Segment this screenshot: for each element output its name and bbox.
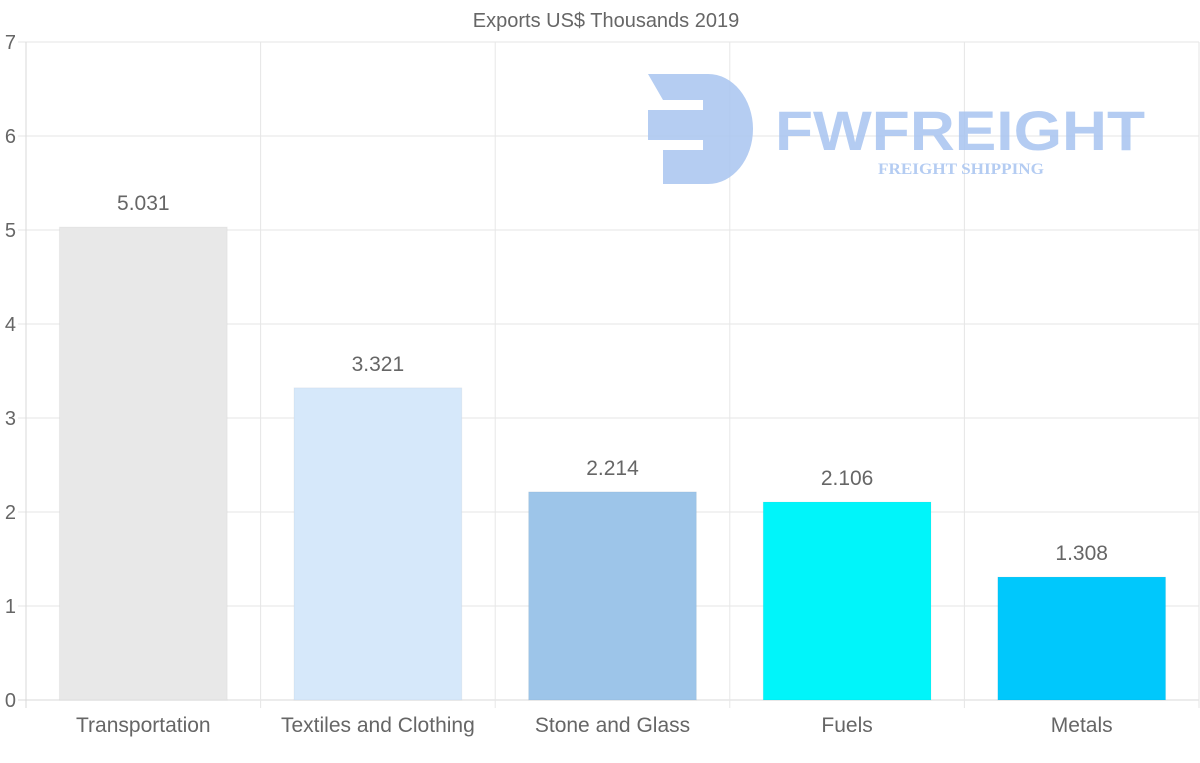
x-tick-label: Transportation bbox=[76, 714, 211, 737]
bar-fuels[interactable] bbox=[762, 501, 932, 701]
data-label: 3.321 bbox=[352, 353, 405, 376]
bar-textiles-and-clothing[interactable] bbox=[293, 387, 463, 701]
watermark-tagline: FREIGHT SHIPPING bbox=[878, 161, 1045, 178]
data-label: 5.031 bbox=[117, 192, 170, 215]
x-tick-label: Textiles and Clothing bbox=[281, 714, 475, 737]
y-tick-label: 1 bbox=[5, 596, 16, 618]
y-tick-label: 7 bbox=[5, 32, 16, 54]
fwfreight-watermark: FWFREIGHT FREIGHT SHIPPING bbox=[648, 74, 1145, 184]
data-label: 2.214 bbox=[586, 457, 639, 480]
bar-metals[interactable] bbox=[997, 576, 1167, 701]
data-labels: 5.031 3.321 2.214 2.106 1.308 bbox=[117, 192, 1108, 565]
watermark-logo-mark bbox=[648, 74, 753, 184]
x-tick-label: Stone and Glass bbox=[535, 714, 690, 737]
y-axis-ticks: 0 1 2 3 4 5 6 7 bbox=[5, 32, 16, 712]
bar-stone-and-glass[interactable] bbox=[528, 491, 697, 701]
y-tick-label: 3 bbox=[5, 408, 16, 430]
x-axis-ticks: Transportation Textiles and Clothing Stone… bbox=[76, 714, 1113, 737]
x-tick-label: Metals bbox=[1051, 714, 1113, 737]
y-tick-label: 2 bbox=[5, 502, 16, 524]
data-label: 1.308 bbox=[1055, 542, 1108, 565]
watermark-brand: FWFREIGHT bbox=[775, 99, 1145, 162]
bar-transportation[interactable] bbox=[58, 226, 228, 701]
y-tick-label: 5 bbox=[5, 220, 16, 242]
y-tick-label: 4 bbox=[5, 314, 16, 336]
y-tick-label: 0 bbox=[5, 690, 16, 712]
y-tick-label: 6 bbox=[5, 126, 16, 148]
bars bbox=[58, 226, 1167, 701]
x-tick-label: Fuels bbox=[821, 714, 872, 737]
chart-title: Exports US$ Thousands 2019 bbox=[473, 10, 739, 32]
data-label: 2.106 bbox=[821, 467, 874, 490]
